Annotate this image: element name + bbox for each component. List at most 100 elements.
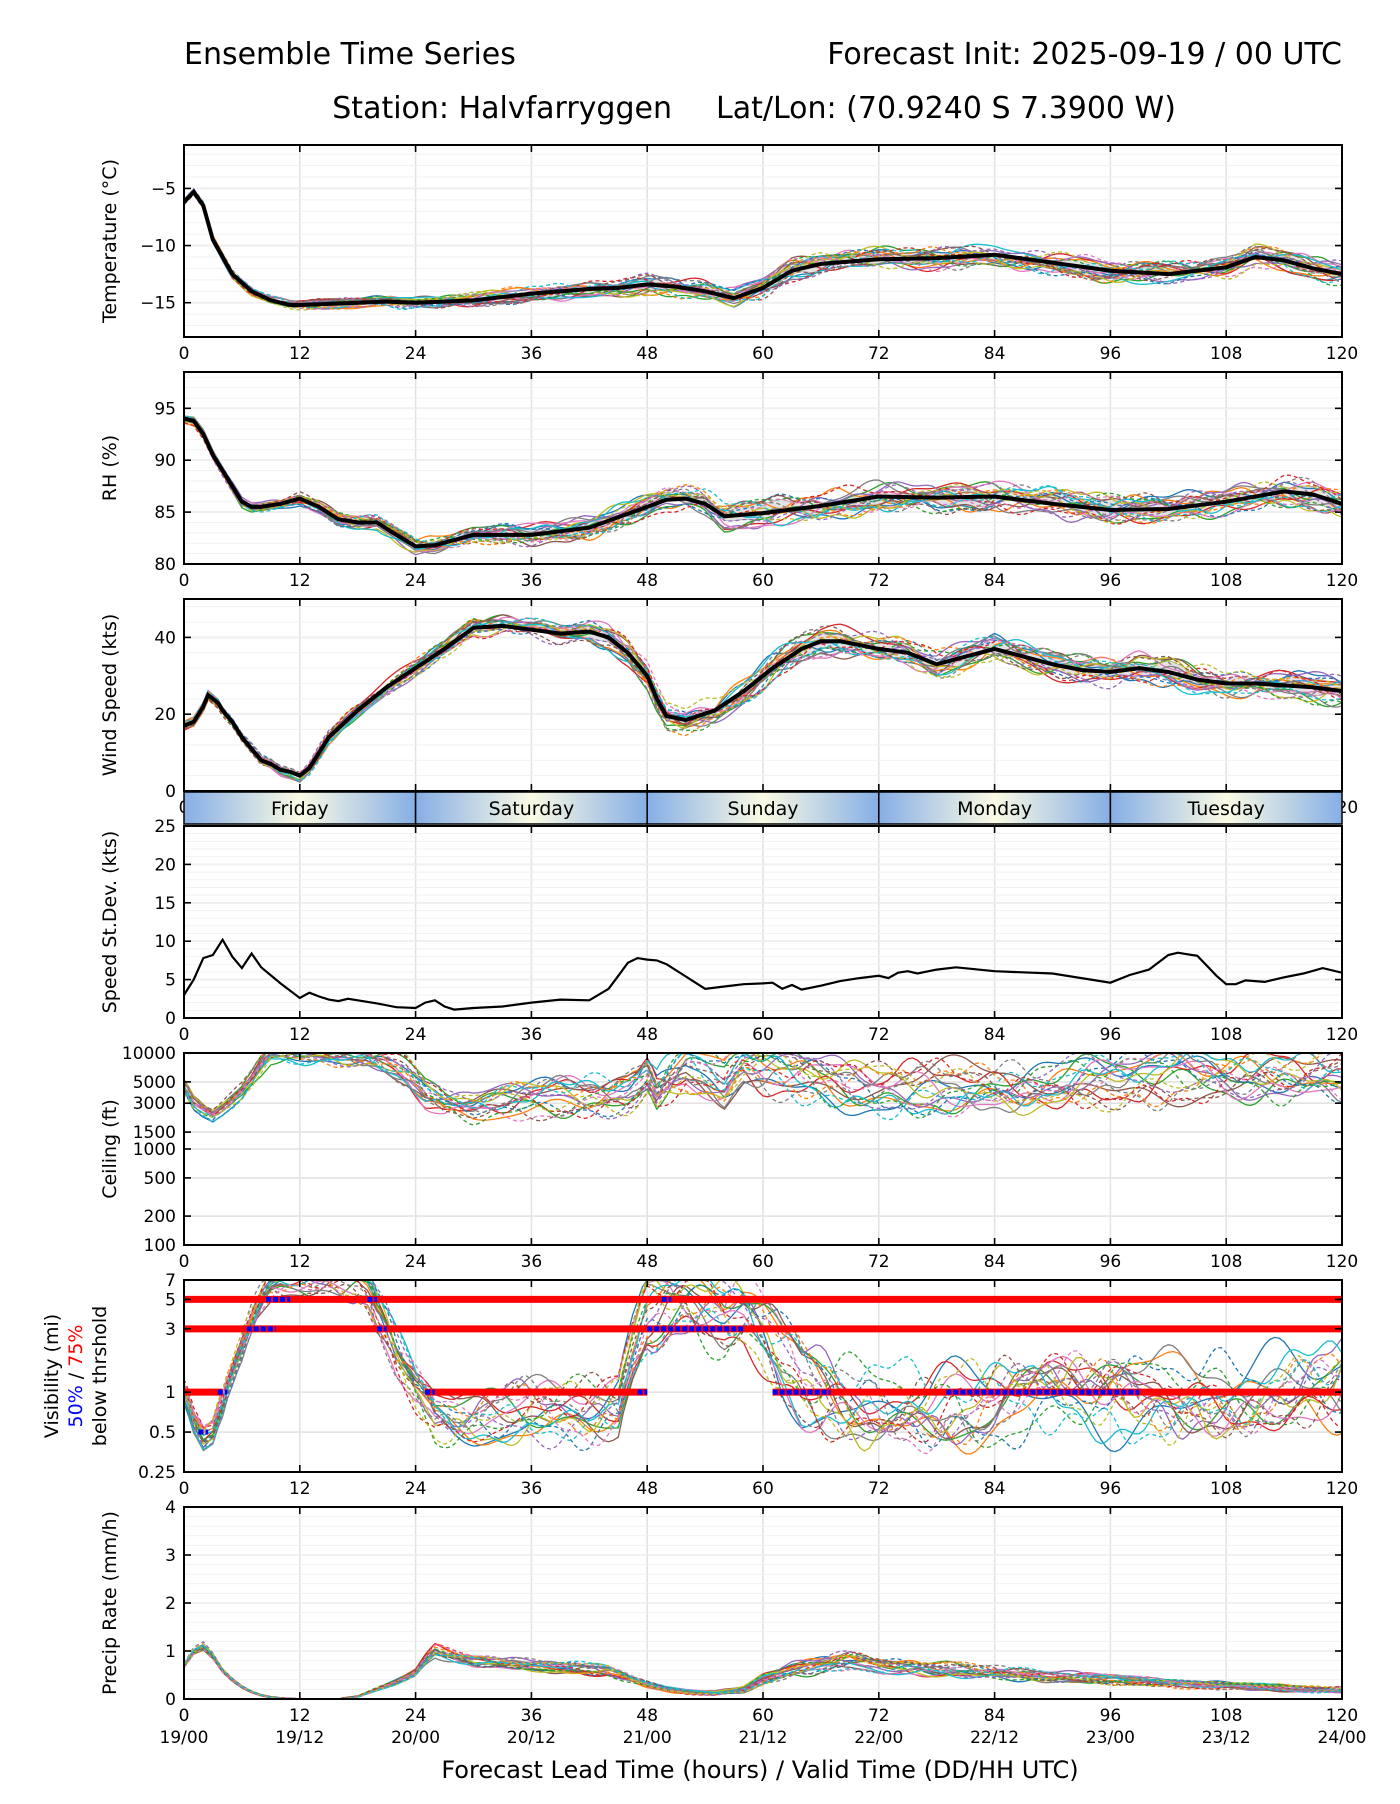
member-line-14 — [184, 1643, 1342, 1699]
x-tick-label: 60 — [752, 1252, 774, 1272]
x-tick-label: 0 — [179, 1252, 190, 1272]
y-axis-label: Wind Speed (kts) — [99, 614, 121, 777]
y-tick-label: 3000 — [133, 1094, 176, 1114]
day-label: Monday — [957, 798, 1032, 820]
x-tick-label: 0 — [179, 344, 190, 364]
x-tick-label: 72 — [868, 1706, 890, 1726]
x-tick-label: 96 — [1100, 1252, 1122, 1272]
x-tick-label: 0 — [179, 1025, 190, 1045]
x-tick-label: 24 — [405, 1252, 427, 1272]
member-line-13 — [184, 193, 1342, 309]
station-name: Station: Halvfarryggen — [332, 91, 672, 126]
x-tick-label: 12 — [289, 344, 311, 364]
y-tick-label: 1 — [165, 1642, 176, 1662]
x-tick-label: 60 — [752, 344, 774, 364]
valid-time-tick-label: 19/12 — [275, 1728, 324, 1748]
y-axis-label-group: Precip Rate (mm/h) — [99, 1511, 121, 1695]
x-tick-label: 84 — [984, 1025, 1006, 1045]
valid-time-tick-label: 21/00 — [623, 1728, 672, 1748]
x-tick-label: 0 — [179, 571, 190, 591]
member-line-17 — [184, 1280, 1342, 1455]
ticks — [183, 1506, 1343, 1700]
y-axis-label: RH (%) — [99, 435, 121, 501]
y-tick-label: 40 — [154, 628, 176, 648]
y-tick-label: 1500 — [133, 1123, 176, 1143]
x-tick-label: 108 — [1210, 1252, 1242, 1272]
ticks — [183, 372, 1343, 565]
x-tick-label: 120 — [1326, 1252, 1358, 1272]
member-line-15 — [184, 1280, 1342, 1450]
x-tick-label: 60 — [752, 1025, 774, 1045]
y-tick-label: 80 — [154, 555, 176, 575]
day-label: Friday — [271, 798, 329, 820]
panel-wind-speed: 0204001224364860728496108120Wind Speed (… — [99, 598, 1358, 818]
day-label: Sunday — [727, 798, 798, 820]
plot-area — [184, 415, 1342, 556]
y-axis-label: Precip Rate (mm/h) — [99, 1511, 121, 1695]
x-tick-label: 72 — [868, 344, 890, 364]
member-line-15 — [184, 1053, 1342, 1120]
y-axis-label: Temperature (°C) — [99, 159, 121, 324]
y-tick-label: 10000 — [122, 1044, 176, 1064]
x-tick-label: 24 — [405, 1706, 427, 1726]
x-tick-label: 120 — [1326, 1706, 1358, 1726]
x-tick-label: 96 — [1100, 1706, 1122, 1726]
valid-time-tick-label: 22/00 — [854, 1728, 903, 1748]
y-tick-label: 85 — [154, 503, 176, 523]
y-tick-label: 7 — [165, 1271, 176, 1291]
x-tick-label: 96 — [1100, 1479, 1122, 1499]
member-line-7 — [184, 1053, 1342, 1115]
y-axis-label-group: Temperature (°C) — [99, 159, 121, 324]
plot-area — [184, 937, 1342, 1011]
x-tick-label: 24 — [405, 344, 427, 364]
x-tick-label: 48 — [636, 571, 658, 591]
y-tick-label: 95 — [154, 399, 176, 419]
x-tick-label: 48 — [636, 1025, 658, 1045]
x-tick-label: 36 — [521, 1025, 543, 1045]
valid-time-tick-label: 22/12 — [970, 1728, 1019, 1748]
x-tick-label: 84 — [984, 571, 1006, 591]
member-line-17 — [184, 1644, 1342, 1699]
panel-temperature: −15 −10 −5 0 12 24 36 48 60 72 84 96 108 120 Temperatu… — [99, 144, 1358, 364]
x-tick-label: 60 — [752, 1479, 774, 1499]
x-tick-label: 36 — [521, 1252, 543, 1272]
x-tick-label: 84 — [984, 1252, 1006, 1272]
member-line-18 — [184, 1053, 1342, 1114]
y-tick-label: 90 — [154, 451, 176, 471]
y-tick-label: 3 — [165, 1320, 176, 1340]
member-line-13 — [184, 1053, 1342, 1126]
x-axis-label: Forecast Lead Time (hours) / Valid Time … — [441, 1756, 1078, 1784]
member-line-12 — [184, 188, 1342, 310]
member-line-1 — [184, 192, 1342, 308]
y-tick-label: −5 — [151, 179, 176, 199]
y-tick-label: 0.25 — [138, 1463, 176, 1483]
member-line-16 — [184, 619, 1342, 777]
valid-time-tick-label: 20/12 — [507, 1728, 556, 1748]
x-tick-label: 72 — [868, 1252, 890, 1272]
title-left: Ensemble Time Series — [184, 37, 516, 72]
y-axis-label-group: Speed St.Dev. (kts) — [99, 831, 121, 1014]
day-label: Tuesday — [1187, 798, 1265, 820]
y-tick-label: 20 — [154, 705, 176, 725]
x-tick-label: 36 — [521, 1706, 543, 1726]
x-tick-label: 60 — [752, 1706, 774, 1726]
y-tick-label: 3 — [165, 1546, 176, 1566]
y-axis-label-group: RH (%) — [99, 435, 121, 501]
x-tick-label: 108 — [1210, 344, 1242, 364]
label-pct50: 50% — [65, 1385, 87, 1427]
x-tick-label: 12 — [289, 1025, 311, 1045]
ticks — [183, 1052, 1343, 1246]
x-tick-label: 96 — [1100, 344, 1122, 364]
member-line-9 — [184, 1280, 1342, 1452]
plot-area — [184, 1280, 1342, 1455]
member-line-12 — [184, 1053, 1342, 1117]
x-tick-label: 0 — [179, 1706, 190, 1726]
y-tick-label: 5 — [165, 1290, 176, 1310]
y-axis-label-group: Wind Speed (kts) — [99, 614, 121, 777]
x-tick-label: 12 — [289, 1252, 311, 1272]
panels-group: −15−10−50 12 24 36 48 60 72 84 96 108 120Temperatu… — [41, 144, 1367, 1748]
valid-time-tick-label: 23/00 — [1086, 1728, 1135, 1748]
x-tick-label: 120 — [1326, 1479, 1358, 1499]
ensemble-mean-line — [184, 623, 1342, 778]
